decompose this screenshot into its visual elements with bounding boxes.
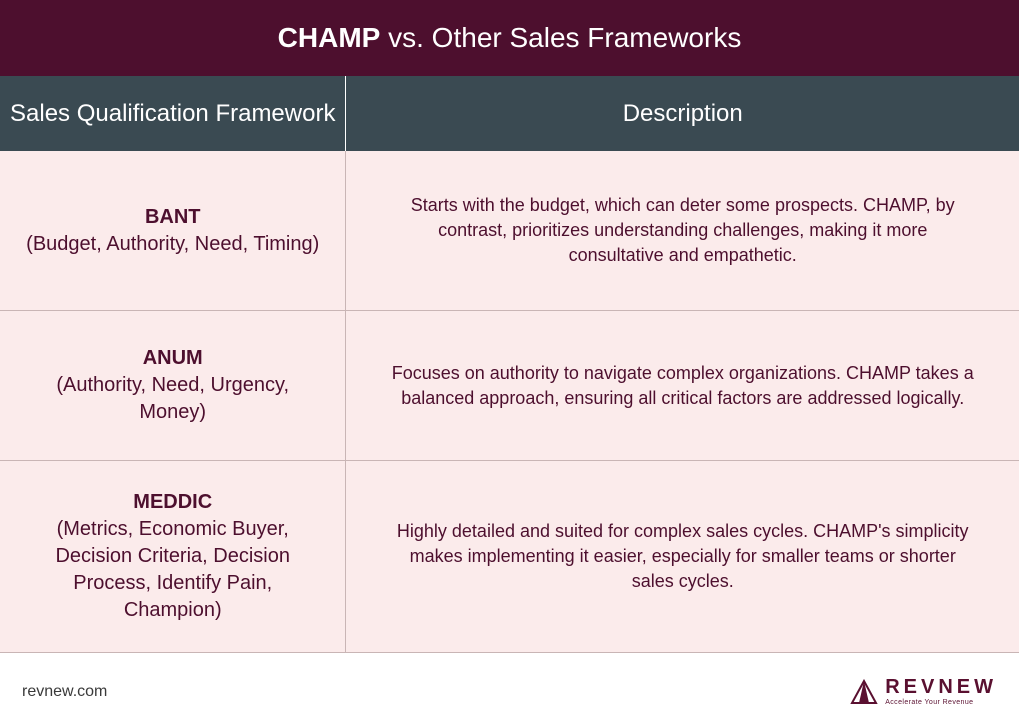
footer-logo: REVNEW Accelerate Your Revenue <box>849 677 997 706</box>
table-row: BANT (Budget, Authority, Need, Timing) S… <box>0 151 1019 311</box>
framework-cell: BANT (Budget, Authority, Need, Timing) <box>0 151 346 310</box>
description-cell: Highly detailed and suited for complex s… <box>346 461 1019 652</box>
column-header-framework: Sales Qualification Framework <box>0 76 346 151</box>
framework-expansion: (Metrics, Economic Buyer, Decision Crite… <box>24 516 321 624</box>
table-row: MEDDIC (Metrics, Economic Buyer, Decisio… <box>0 461 1019 653</box>
logo-name: REVNEW <box>885 677 997 697</box>
description-cell: Focuses on authority to navigate complex… <box>346 311 1019 460</box>
title-bold: CHAMP <box>278 22 381 53</box>
framework-acronym: ANUM <box>143 345 203 372</box>
framework-acronym: MEDDIC <box>133 489 212 516</box>
framework-expansion: (Authority, Need, Urgency, Money) <box>24 372 321 426</box>
framework-cell: MEDDIC (Metrics, Economic Buyer, Decisio… <box>0 461 346 652</box>
title-rest: vs. Other Sales Frameworks <box>380 22 741 53</box>
framework-expansion: (Budget, Authority, Need, Timing) <box>26 231 319 258</box>
framework-acronym: BANT <box>145 204 201 231</box>
description-cell: Starts with the budget, which can deter … <box>346 151 1019 310</box>
footer: revnew.com REVNEW Accelerate Your Revenu… <box>0 667 1019 720</box>
table-row: ANUM (Authority, Need, Urgency, Money) F… <box>0 311 1019 461</box>
title-bar: CHAMP vs. Other Sales Frameworks <box>0 0 1019 76</box>
footer-url: revnew.com <box>22 683 107 701</box>
column-header-description: Description <box>346 76 1019 151</box>
logo-triangle-icon <box>849 679 879 705</box>
logo-tagline: Accelerate Your Revenue <box>885 699 997 706</box>
framework-cell: ANUM (Authority, Need, Urgency, Money) <box>0 311 346 460</box>
table-header-row: Sales Qualification Framework Descriptio… <box>0 76 1019 151</box>
logo-text: REVNEW Accelerate Your Revenue <box>885 677 997 706</box>
